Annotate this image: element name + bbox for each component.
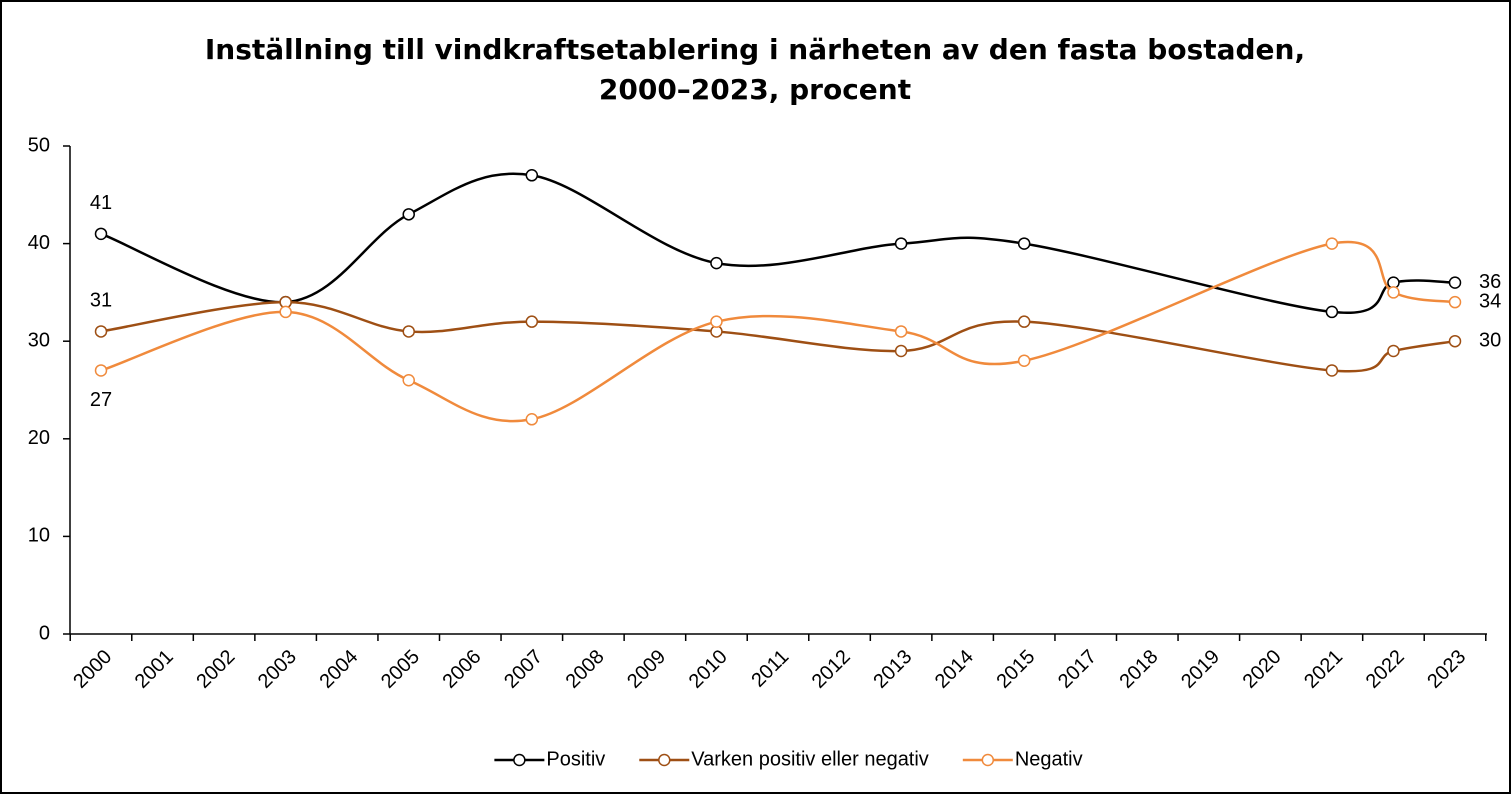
y-tick-label: 50: [28, 134, 50, 156]
marker: [710, 315, 723, 328]
y-tick-label: 20: [28, 427, 50, 449]
x-tick-label: 2018: [1116, 646, 1163, 693]
x-tick-label: 2001: [131, 646, 178, 693]
y-tick-label: 40: [28, 232, 50, 254]
x-tick-label: 2020: [1239, 646, 1286, 693]
x-tick-label: 2008: [562, 646, 609, 693]
marker: [1325, 364, 1339, 377]
x-tick-label: 2022: [1362, 646, 1409, 693]
marker: [525, 413, 539, 426]
data-label: 34: [1479, 290, 1501, 312]
x-tick-label: 2015: [992, 646, 1039, 693]
x-tick-label: 2023: [1423, 646, 1470, 693]
x-tick-label: 2002: [192, 646, 239, 693]
x-tick-label: 2013: [869, 646, 916, 693]
legend-marker: [658, 753, 671, 767]
marker: [402, 373, 415, 387]
x-tick-label: 2019: [1177, 646, 1224, 693]
chart-title: Inställning till vindkraftsetablering i …: [204, 33, 1306, 106]
x-tick-label: 2007: [500, 646, 547, 693]
marker: [710, 256, 723, 270]
series-line: [100, 300, 1456, 373]
marker: [1017, 354, 1031, 367]
y-tick-label: 0: [39, 622, 50, 644]
legend-marker: [513, 753, 526, 767]
x-tick-label: 2006: [439, 646, 486, 693]
x-tick-label: 2009: [623, 646, 670, 693]
marker: [525, 315, 539, 328]
legend-item: Positiv: [494, 748, 605, 770]
marker: [1017, 315, 1031, 328]
legend-item: Negativ: [962, 748, 1083, 770]
data-label: 41: [90, 192, 112, 214]
marker: [894, 237, 908, 250]
y-tick-label: 30: [28, 329, 50, 351]
marker: [402, 325, 415, 338]
y-tick-label: 10: [28, 525, 50, 547]
data-label: 31: [90, 290, 112, 312]
legend-label: Negativ: [1015, 748, 1083, 770]
marker: [1387, 286, 1400, 299]
marker: [1325, 305, 1339, 319]
x-tick-label: 2003: [254, 646, 301, 693]
x-tick-label: 2012: [808, 646, 855, 693]
marker: [1448, 334, 1462, 348]
x-tick-label: 2000: [69, 646, 116, 693]
marker: [1387, 344, 1400, 358]
marker: [279, 305, 292, 319]
x-tick-label: 2017: [1054, 646, 1101, 693]
legend-marker: [981, 753, 995, 767]
data-label: 36: [1479, 271, 1501, 293]
marker: [525, 169, 539, 182]
marker: [894, 344, 908, 358]
marker: [94, 325, 108, 338]
marker: [1325, 237, 1339, 250]
marker: [1017, 237, 1031, 250]
x-tick-label: 2005: [377, 646, 424, 693]
x-tick-label: 2011: [747, 646, 793, 692]
marker: [402, 208, 415, 221]
x-tick-label: 2021: [1300, 646, 1347, 693]
marker: [94, 227, 108, 241]
marker: [1448, 295, 1462, 309]
x-tick-label: 2004: [315, 646, 362, 693]
x-tick-label: 2014: [931, 646, 978, 693]
data-label: 30: [1479, 329, 1501, 351]
marker: [1448, 276, 1462, 289]
x-tick-label: 2010: [685, 646, 732, 693]
data-label: 27: [90, 389, 112, 411]
marker: [94, 364, 108, 377]
series-line: [100, 172, 1456, 315]
legend-label: Positiv: [546, 748, 605, 770]
marker: [894, 325, 908, 338]
legend-item: Varken positiv eller negativ: [639, 748, 929, 770]
series-line: [100, 240, 1456, 423]
legend-label: Varken positiv eller negativ: [691, 748, 929, 770]
